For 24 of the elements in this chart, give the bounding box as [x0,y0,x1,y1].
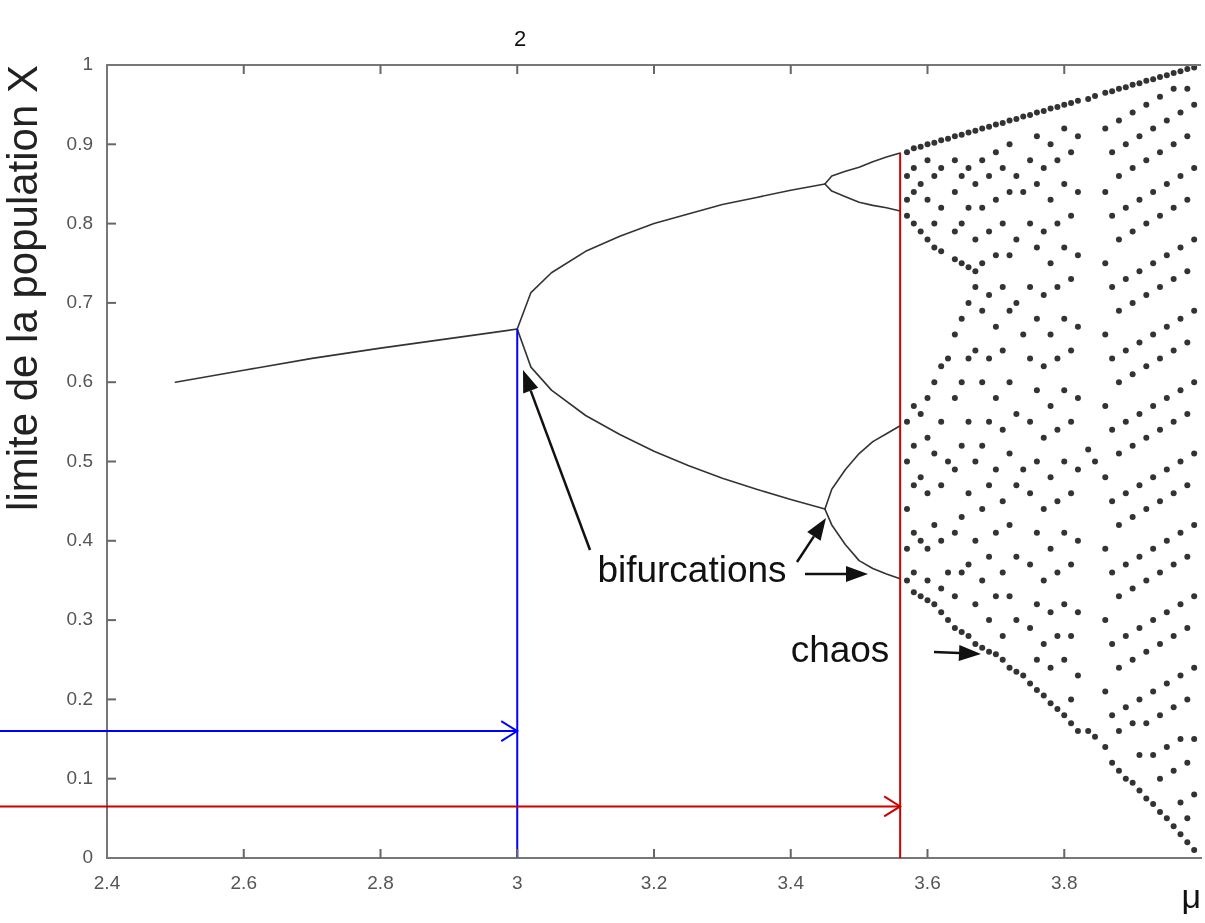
y-tick-label: 1 [82,53,93,75]
y-tick-label: 0.3 [66,608,93,630]
annotation: bifurcations [597,549,787,591]
y-tick-label: 0.8 [66,211,93,233]
x-tick-label: 3.6 [914,871,941,893]
annotation: chaos [790,629,890,671]
x-tick-label: 3.4 [777,871,805,893]
y-tick-label: 0.1 [66,766,93,788]
x-tick-label: 3.2 [640,871,668,893]
y-tick-label: 0.5 [66,449,93,471]
x-tick-label: 2.8 [367,871,394,893]
x-tick-label: 2.6 [230,871,257,893]
x-tick-label: 3.8 [1051,871,1078,893]
x-tick-label: 2.4 [93,871,121,893]
y-tick-label: 0.2 [66,687,93,709]
y-tick-label: 0.7 [66,291,93,313]
text: 2 [513,26,527,52]
y-tick-label: 0 [82,846,93,868]
x-axis-title: μ [1181,876,1201,915]
y-tick-label: 0.4 [66,529,94,551]
y-tick-label: 0.6 [66,370,93,392]
y-axis-title: limite de la population X [0,65,46,511]
x-tick-label: 3 [511,871,523,893]
y-tick-label: 0.9 [66,132,93,154]
